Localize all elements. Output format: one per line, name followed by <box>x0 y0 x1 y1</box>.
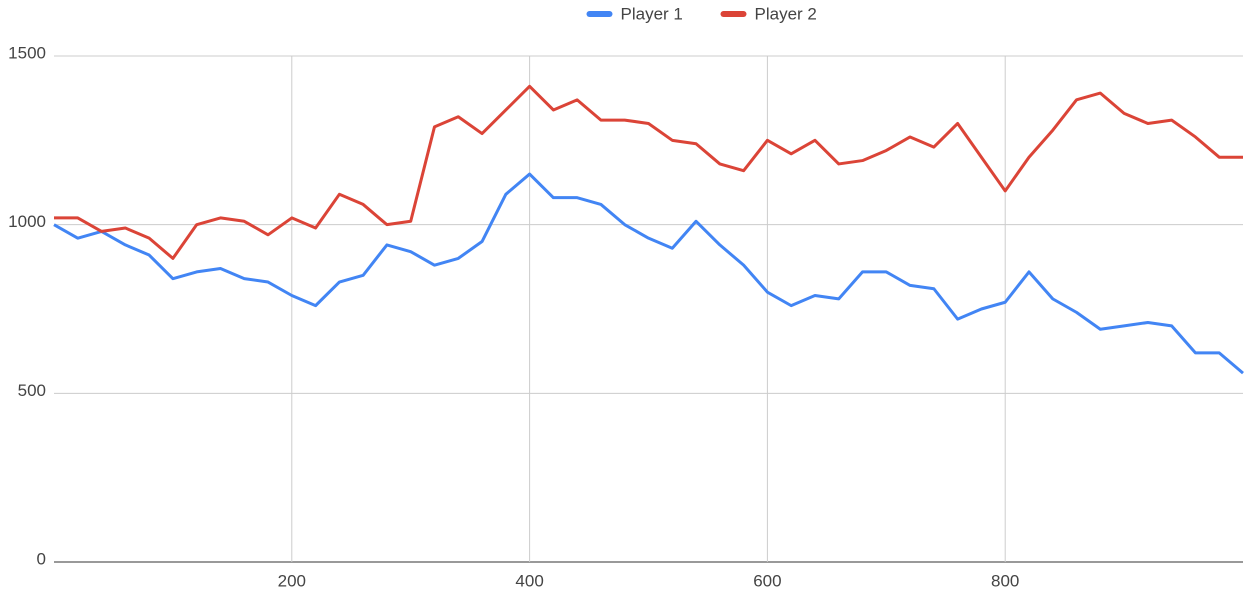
legend-swatch <box>720 11 747 17</box>
legend-label: Player 1 <box>621 4 683 23</box>
legend-label: Player 2 <box>755 4 817 23</box>
series-line <box>54 84 1243 260</box>
x-tick-label: 200 <box>278 571 306 590</box>
y-tick-label: 0 <box>37 549 46 568</box>
x-tick-label: 800 <box>991 571 1019 590</box>
x-tick-label: 400 <box>515 571 543 590</box>
series-line <box>53 172 1244 375</box>
y-tick-label: 1500 <box>8 43 46 62</box>
x-tick-label: 600 <box>753 571 781 590</box>
legend-swatch <box>586 11 613 17</box>
y-tick-label: 1000 <box>8 212 46 231</box>
y-tick-label: 500 <box>18 381 46 400</box>
